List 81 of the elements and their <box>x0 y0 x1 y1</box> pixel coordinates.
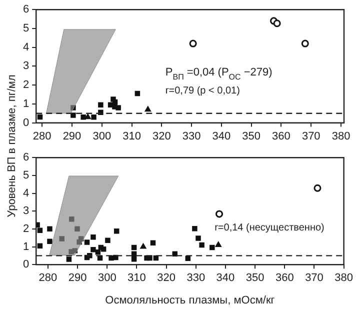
point <box>301 40 309 48</box>
y-tick-label: 2 <box>22 222 30 235</box>
x-axis-title: Осмоляльность плазмы, мОсм/кг <box>105 294 275 306</box>
y-tick-label: 1 <box>22 98 30 110</box>
point <box>131 256 137 262</box>
point <box>37 228 43 233</box>
x-tick-label: 370 <box>302 130 320 142</box>
x-tick-label: 350 <box>242 130 261 142</box>
point <box>116 105 121 110</box>
point <box>90 234 96 240</box>
x-tick-label: 320 <box>157 272 176 284</box>
y-tick-label: 1 <box>22 240 30 253</box>
y-tick-label: 5 <box>22 169 30 182</box>
y-tick-label: 4 <box>22 41 30 54</box>
x-tick-label: 340 <box>212 130 231 142</box>
point <box>80 114 86 120</box>
point <box>105 238 110 243</box>
point <box>140 243 146 249</box>
annotation: r=0,79 (p < 0,01) <box>165 85 240 96</box>
x-tick-label: 340 <box>216 272 235 284</box>
point <box>113 254 118 260</box>
y-tick-label: 0 <box>22 116 30 129</box>
point <box>91 114 96 120</box>
point <box>144 106 152 112</box>
y-tick-label: 6 <box>22 152 30 164</box>
x-tick-label: 330 <box>182 130 201 142</box>
point <box>192 226 198 232</box>
point <box>100 246 106 252</box>
point <box>314 184 322 192</box>
point <box>210 244 215 250</box>
point <box>199 242 204 248</box>
point <box>37 114 43 120</box>
x-tick-label: 370 <box>305 272 324 284</box>
y-tick-label: 3 <box>22 205 30 218</box>
x-tick-label: 330 <box>186 272 206 284</box>
x-tick-label: 310 <box>122 130 141 142</box>
point <box>78 236 84 242</box>
x-tick-label: 350 <box>246 272 264 284</box>
y-tick-label: 3 <box>22 60 30 72</box>
point <box>66 256 72 262</box>
point <box>69 216 74 222</box>
y-tick-label: 6 <box>22 4 30 16</box>
y-tick-label: 0 <box>22 258 30 271</box>
point <box>37 243 43 248</box>
point <box>36 222 40 228</box>
x-tick-label: 280 <box>38 272 58 284</box>
y-tick-label: 2 <box>22 79 30 92</box>
y-tick-label: 4 <box>22 187 30 200</box>
y-axis-title: Уровень ВП в плазме, пг/мл <box>6 74 18 220</box>
point <box>114 228 120 234</box>
y-tick-label: 5 <box>22 22 30 34</box>
point <box>216 210 224 218</box>
annotation: r=0,14 (несущественно) <box>214 222 324 234</box>
x-tick-label: 380 <box>332 130 350 142</box>
x-tick-label: 320 <box>152 130 171 142</box>
point <box>90 247 96 252</box>
x-tick-label: 380 <box>334 272 354 284</box>
point <box>273 20 281 28</box>
point <box>95 249 101 255</box>
x-tick-label: 360 <box>272 130 290 142</box>
point <box>74 226 80 232</box>
point <box>189 40 197 48</box>
x-tick-label: 290 <box>68 272 87 284</box>
point <box>59 236 64 242</box>
x-tick-label: 360 <box>275 272 294 284</box>
x-tick-label: 300 <box>92 130 112 142</box>
point <box>134 90 140 96</box>
point <box>98 102 104 108</box>
point <box>215 241 222 247</box>
point <box>84 240 90 245</box>
point <box>196 236 201 241</box>
x-tick-label: 290 <box>62 130 82 142</box>
point <box>72 248 78 254</box>
point <box>47 226 52 232</box>
point <box>47 238 52 244</box>
x-tick-label: 310 <box>128 272 146 284</box>
point <box>131 244 137 250</box>
x-tick-label: 280 <box>32 130 52 142</box>
point <box>70 112 76 118</box>
point <box>150 240 156 246</box>
x-tick-label: 300 <box>98 272 116 284</box>
